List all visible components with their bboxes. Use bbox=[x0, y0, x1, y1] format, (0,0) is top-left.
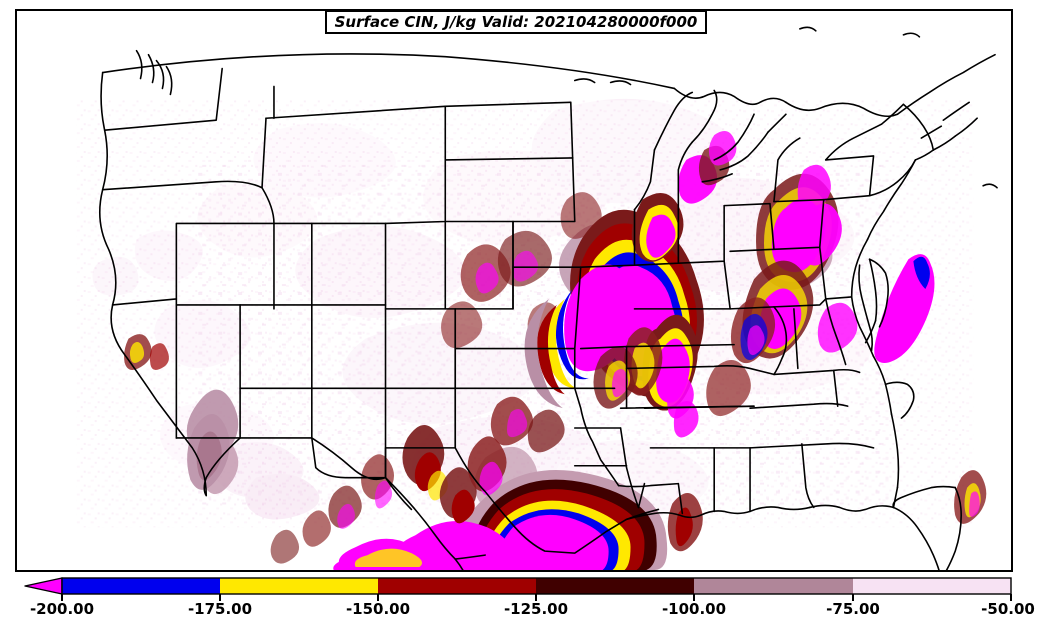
map-boundaries bbox=[98, 26, 998, 570]
map-plot-area bbox=[15, 9, 1013, 572]
colorbar-tick-label-4: -100.00 bbox=[661, 600, 727, 618]
colorbar-swatches bbox=[24, 577, 1012, 601]
map-title-text: Surface CIN, J/kg Valid: 202104280000f00… bbox=[334, 13, 698, 31]
map-title-box: Surface CIN, J/kg Valid: 202104280000f00… bbox=[325, 10, 707, 34]
colorbar-bin-darkred bbox=[378, 578, 536, 594]
colorbar-tick-label-2: -150.00 bbox=[345, 600, 411, 618]
colorbar-tick-label-3: -125.00 bbox=[503, 600, 569, 618]
colorbar-extend-min bbox=[24, 577, 63, 595]
cin-core-texas-gulf bbox=[333, 469, 668, 570]
map-canvas bbox=[17, 11, 1011, 570]
colorbar-bin-blue bbox=[62, 578, 220, 594]
colorbar-bin-yellow bbox=[220, 578, 378, 594]
colorbar-tick-label-6: -50.00 bbox=[981, 600, 1035, 618]
cin-blob-atlantic-offshore bbox=[874, 254, 935, 363]
colorbar-bin-palepink bbox=[853, 578, 1011, 594]
cin-field-west bbox=[124, 334, 230, 490]
colorbar-bin-mauve bbox=[694, 578, 853, 594]
colorbar: -200.00 -175.00 -150.00 -125.00 -100.00 … bbox=[0, 572, 1044, 632]
colorbar-tick-label-5: -75.00 bbox=[826, 600, 880, 618]
colorbar-tick-label-0: -200.00 bbox=[29, 600, 95, 618]
cin-field-texas-streaks bbox=[270, 396, 565, 564]
colorbar-bin-maroon bbox=[536, 578, 694, 594]
colorbar-tick-label-1: -175.00 bbox=[187, 600, 253, 618]
colorbar-ticks bbox=[61, 594, 1012, 601]
cin-field-appalachians bbox=[706, 164, 858, 417]
